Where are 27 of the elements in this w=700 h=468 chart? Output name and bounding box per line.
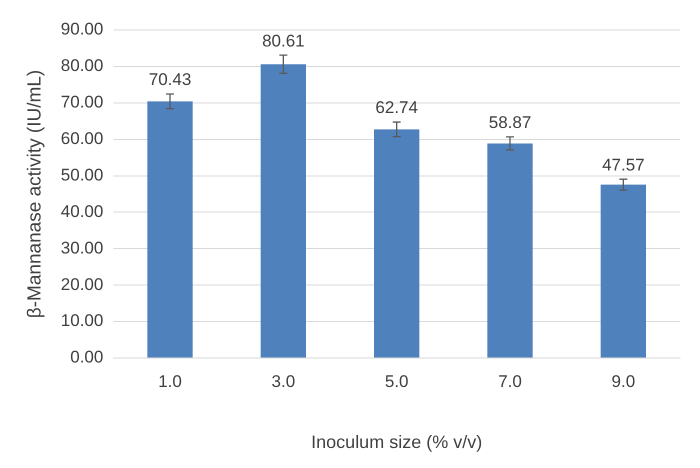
bar [147,101,193,358]
y-axis-title: β-Mannanase activity (IU/mL) [24,70,46,318]
x-tick-label: 5.0 [384,372,408,391]
y-tick-label: 80.00 [60,56,104,76]
y-tick-label: 50.00 [60,165,104,184]
data-label: 80.61 [262,31,305,50]
y-tick-label: 0.00 [70,348,104,367]
y-tick-label: 90.00 [60,20,104,39]
x-tick-label: 9.0 [612,372,636,391]
x-axis-title: Inoculum size (% v/v) [311,432,482,452]
x-tick-label: 1.0 [158,372,182,391]
x-tick-label: 3.0 [272,372,296,391]
y-tick-label: 40.00 [60,202,104,221]
x-tick-label: 7.0 [498,372,522,391]
data-label: 47.57 [602,155,645,174]
y-tick-label: 30.00 [60,238,104,258]
y-tick-label: 20.00 [60,274,104,294]
y-tick-label: 10.00 [60,311,104,330]
bar [260,64,306,358]
bar [487,143,533,358]
bar [374,129,420,358]
data-label: 58.87 [488,113,532,132]
bar [600,184,646,358]
y-tick-label: 70.00 [60,92,104,112]
y-tick-label: 60.00 [60,129,104,148]
data-label: 70.43 [148,70,192,90]
data-label: 62.74 [375,98,418,118]
